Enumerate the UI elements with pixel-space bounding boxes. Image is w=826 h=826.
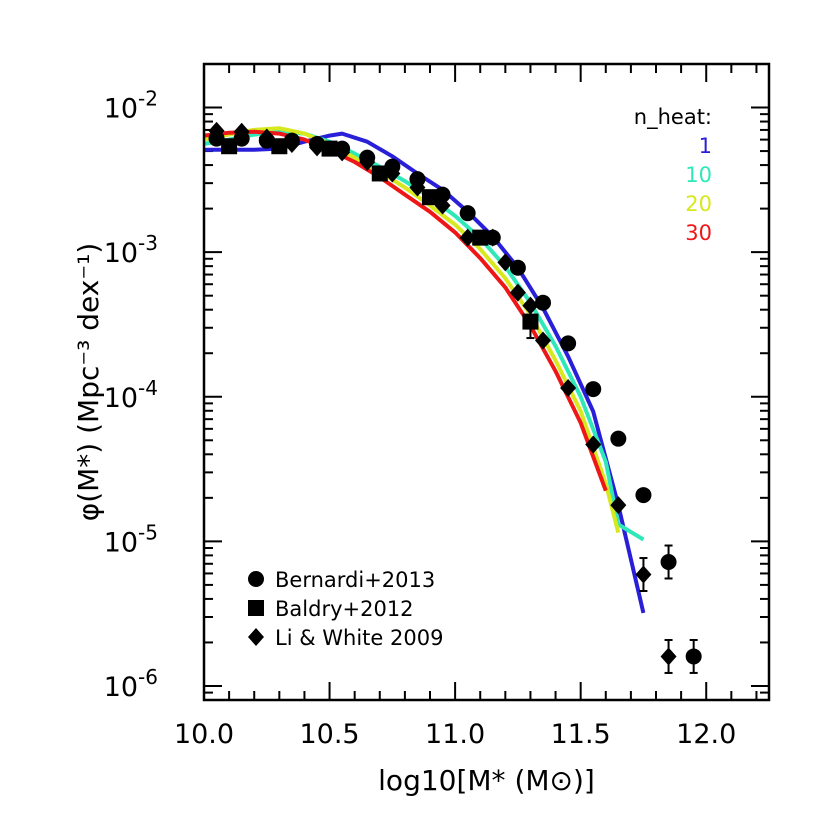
observation-points [208,121,702,674]
diamond-point [610,496,627,515]
diamond-point [309,138,325,157]
square-point [472,229,489,246]
square-point [221,138,238,155]
circle-point [459,205,476,222]
square-point [422,189,438,206]
x-tick-label: 11.5 [551,719,611,750]
x-tick-label: 12.0 [676,719,736,750]
legend-diamond-marker [248,628,264,646]
y-tick-label: 10-2 [104,87,158,125]
diamond-point [233,122,250,141]
diamond-point [459,228,476,247]
diamond-point [535,331,551,350]
legend-entry-nheat-20: 20 [685,192,712,216]
y-tick-label: 10-4 [104,376,158,414]
tick-labels: 10.0 10.5 11.0 11.5 12.0 10-2 10-3 10-4 10-5 10-6 [104,87,737,750]
x-tick-label: 11.0 [425,719,485,750]
legend-entry-nheat-10: 10 [685,163,712,187]
diamond-point [208,121,225,140]
legend-square-marker [248,600,264,616]
diamond-point [334,143,351,162]
circle-point [660,554,677,571]
diamond-point [635,565,652,584]
x-axis-label: log10[M* (M⊙)] [378,764,595,797]
axis-labels: log10[M* (M⊙)] φ(M*) (Mpc⁻³ dex⁻¹) [72,243,595,797]
diamond-point [258,128,275,147]
circle-point [434,186,451,203]
x-tick-label: 10.0 [174,719,234,750]
diamond-point [585,435,602,454]
axis-ticks [203,63,769,701]
diamond-point [384,164,401,183]
circle-point [610,430,627,447]
legend-entry-nheat-30: 30 [685,221,712,245]
square-point [321,140,338,157]
diamond-point [522,296,539,315]
square-point [271,138,288,155]
diamond-point [359,153,376,172]
diamond-point [283,134,300,153]
square-point [522,313,539,330]
diamond-point [484,228,501,247]
diamond-point [409,178,426,197]
y-axis-label: φ(M*) (Mpc⁻³ dex⁻¹) [72,243,105,522]
legend-entry-circle: Bernardi+2013 [275,568,435,592]
series-line-nheat-20 [203,126,621,534]
y-tick-label: 10-5 [104,520,158,558]
circle-point [560,335,577,352]
diamond-point [497,253,514,272]
legend: n_heat: 1 10 20 30 Bernardi+2013 Baldry+2012 Li… [248,105,712,650]
circle-point [635,487,652,504]
circle-point [685,648,702,665]
y-tick-label: 10-6 [104,665,158,703]
diamond-point [660,647,677,666]
circle-point [509,259,526,276]
square-point [371,165,388,182]
diamond-point [434,196,451,215]
plot-frame [202,62,771,702]
legend-title: n_heat: [634,105,712,130]
legend-circle-marker [248,571,264,587]
diamond-point [560,378,577,397]
circle-point [535,294,551,311]
diamond-point [509,283,526,302]
x-tick-label: 10.5 [299,719,359,750]
circle-point [585,381,602,398]
legend-entry-square: Baldry+2012 [275,597,414,621]
legend-entry-diamond: Li & White 2009 [275,626,443,650]
y-tick-label: 10-3 [104,231,158,269]
legend-entry-nheat-1: 1 [699,134,712,158]
